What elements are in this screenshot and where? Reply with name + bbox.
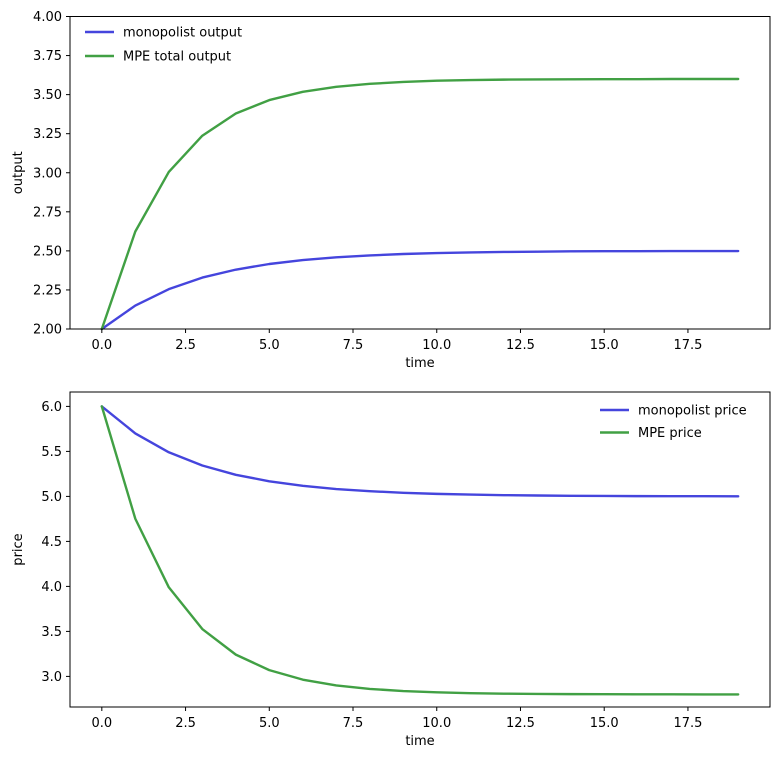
- y-axis-label: output: [11, 151, 26, 194]
- x-tick-label: 12.5: [506, 338, 535, 353]
- x-tick-label: 15.0: [590, 716, 619, 731]
- series-line-mpe-price: [100, 405, 740, 696]
- y-tick-label: 2.25: [33, 283, 62, 298]
- x-tick-label: 2.5: [175, 338, 196, 353]
- x-axis-label: time: [405, 734, 434, 749]
- legend-label-monopolist-price: monopolist price: [638, 404, 747, 419]
- series-line-mpe-total-output: [100, 77, 740, 331]
- y-tick-label: 6.0: [41, 400, 62, 415]
- x-tick-label: 10.0: [422, 338, 451, 353]
- y-tick-label: 2.50: [33, 244, 62, 259]
- output-chart: 0.0 2.5 5.0 7.5 10.0 12.5 15.0 17.5 2.00 2.25 2.50…: [11, 10, 771, 371]
- x-tick-label: 10.0: [422, 716, 451, 731]
- x-axis-label: time: [405, 356, 434, 371]
- series-line-monopolist-output: [100, 249, 740, 331]
- series-line-monopolist-price: [100, 405, 740, 498]
- x-tick-label: 7.5: [343, 716, 364, 731]
- y-tick-label: 3.75: [33, 49, 62, 64]
- y-tick-label: 4.00: [33, 10, 62, 25]
- legend-label-monopolist-output: monopolist output: [123, 26, 242, 41]
- x-tick-label: 17.5: [673, 338, 702, 353]
- axes-frame: [69, 391, 771, 708]
- y-tick-label: 5.0: [41, 490, 62, 505]
- y-axis-label: price: [11, 533, 26, 565]
- y-tick-label: 4.5: [41, 535, 62, 550]
- legend-label-mpe-price: MPE price: [638, 426, 702, 441]
- y-tick-label: 2.75: [33, 205, 62, 220]
- x-tick-label: 12.5: [506, 716, 535, 731]
- y-tick-label: 3.25: [33, 127, 62, 142]
- y-tick-label: 3.00: [33, 166, 62, 181]
- x-tick-label: 0.0: [91, 338, 112, 353]
- y-tick-label: 3.50: [33, 88, 62, 103]
- x-tick-label: 5.0: [259, 716, 280, 731]
- price-chart: 0.0 2.5 5.0 7.5 10.0 12.5 15.0 17.5 3.0 3.5 4.0 4.5…: [11, 391, 771, 749]
- y-tick-label: 5.5: [41, 445, 62, 460]
- x-tick-label: 0.0: [91, 716, 112, 731]
- y-tick-label: 4.0: [41, 580, 62, 595]
- x-tick-label: 15.0: [590, 338, 619, 353]
- y-tick-label: 3.0: [41, 670, 62, 685]
- x-tick-label: 7.5: [343, 338, 364, 353]
- x-tick-label: 2.5: [175, 716, 196, 731]
- x-tick-label: 17.5: [673, 716, 702, 731]
- legend-label-mpe-total-output: MPE total output: [123, 50, 231, 65]
- y-tick-label: 3.5: [41, 625, 62, 640]
- y-tick-label: 2.00: [33, 323, 62, 338]
- x-tick-label: 5.0: [259, 338, 280, 353]
